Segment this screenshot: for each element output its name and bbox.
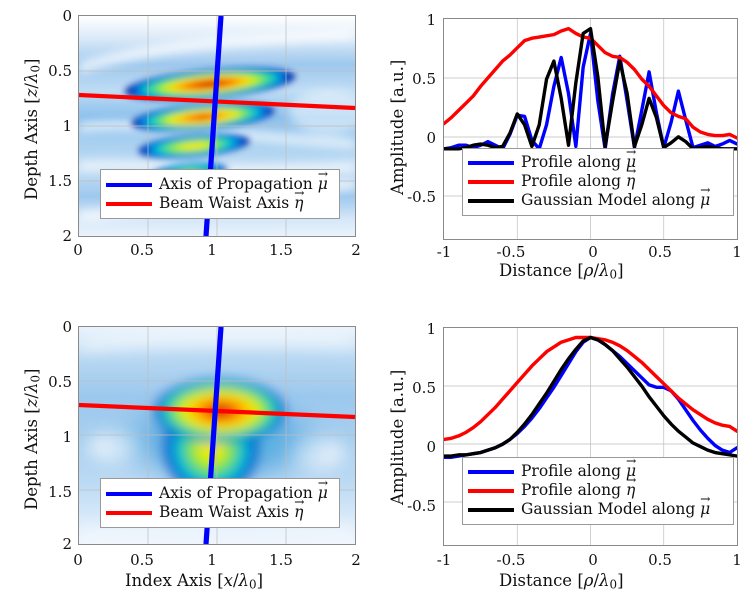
legend-label-axis-propagation: Axis of Propagation → μ xyxy=(159,165,329,193)
legend-swatch-red xyxy=(468,180,514,184)
legend-label-gaussian-model: Gaussian Model along → μ xyxy=(521,182,711,210)
top-left-legend: Axis of Propagation → μ Beam Waist Axis →… xyxy=(100,165,340,219)
legend-swatch-blue xyxy=(106,491,152,496)
bottom-right-ytick-1: 1 xyxy=(426,320,436,338)
top-left-ytick-05: 0.5 xyxy=(48,62,72,80)
bottom-left-xtick-2: 2 xyxy=(351,551,361,569)
bottom-right-x-axis-title: Distance [ρ/λ0] xyxy=(499,571,624,592)
bottom-left-ytick-15: 1.5 xyxy=(48,483,72,501)
legend-label-profile-eta: Profile along → η xyxy=(521,163,637,191)
legend-entry-profile-mu: Profile along → μ xyxy=(468,144,727,173)
legend-label-profile-mu: Profile along → μ xyxy=(521,144,637,172)
legend-label-gaussian-model: Gaussian Model along → μ xyxy=(521,491,711,519)
legend-label-beam-waist: Beam Waist Axis → η xyxy=(159,493,305,521)
top-right-x-axis-title: Distance [ρ/λ0] xyxy=(499,261,624,282)
bottom-left-xtick-05: 0.5 xyxy=(130,551,154,569)
legend-swatch-blue xyxy=(468,161,514,165)
top-left-xtick-1: 1 xyxy=(207,241,217,259)
top-right-line-chart xyxy=(444,19,737,239)
top-left-xtick-2: 2 xyxy=(351,241,361,259)
top-left-ytick-0: 0 xyxy=(62,7,72,25)
legend-label-axis-propagation: Axis of Propagation → μ xyxy=(159,474,329,502)
top-left-ytick-2: 2 xyxy=(62,227,72,245)
legend-entry-beam-waist: Beam Waist Axis → η xyxy=(106,184,333,213)
legend-entry-gaussian-model: Gaussian Model along → μ xyxy=(468,182,727,211)
top-right-xtick-05: 0.5 xyxy=(648,243,672,261)
bottom-left-ytick-0: 0 xyxy=(62,318,72,336)
bottom-right-xtick-m05: -0.5 xyxy=(496,551,526,569)
top-right-xtick-m05: -0.5 xyxy=(496,243,526,261)
legend-entry-profile-eta: Profile along → η xyxy=(468,472,727,501)
legend-entry-axis-propagation: Axis of Propagation → μ xyxy=(106,474,333,503)
top-left-xtick-05: 0.5 xyxy=(130,241,154,259)
bottom-right-xtick-1: 1 xyxy=(732,551,742,569)
bottom-left-ytick-2: 2 xyxy=(62,535,72,553)
top-left-xtick-0: 0 xyxy=(73,241,83,259)
top-left-ytick-15: 1.5 xyxy=(48,172,72,190)
top-right-ytick-0: 0 xyxy=(426,129,436,147)
top-right-legend: Profile along → μ Profile along → η Gaussi… xyxy=(462,144,734,216)
series-000000 xyxy=(444,335,737,458)
bottom-right-ytick-m05: -0.5 xyxy=(407,497,436,515)
bottom-right-xtick-05: 0.5 xyxy=(648,551,672,569)
bottom-left-xtick-1: 1 xyxy=(207,551,217,569)
top-left-ytick-1: 1 xyxy=(62,117,72,135)
legend-swatch-blue xyxy=(468,470,514,474)
legend-swatch-black xyxy=(468,199,514,203)
legend-swatch-black xyxy=(468,508,514,512)
legend-swatch-red xyxy=(468,489,514,493)
bottom-left-xtick-15: 1.5 xyxy=(269,551,293,569)
top-right-ytick-1: 1 xyxy=(426,11,436,29)
top-right-ytick-m05: -0.5 xyxy=(407,188,436,206)
legend-entry-beam-waist: Beam Waist Axis → η xyxy=(106,493,333,522)
bottom-right-xtick-0: 0 xyxy=(588,551,598,569)
top-right-xtick-0: 0 xyxy=(588,243,598,261)
legend-label-profile-mu: Profile along → μ xyxy=(521,453,637,481)
top-right-ytick-05: 0.5 xyxy=(412,70,436,88)
bottom-right-ytick-05: 0.5 xyxy=(412,379,436,397)
top-right-xtick-m1: -1 xyxy=(436,243,452,261)
legend-entry-gaussian-model: Gaussian Model along → μ xyxy=(468,491,727,520)
series-000000 xyxy=(444,26,737,151)
bottom-right-xtick-m1: -1 xyxy=(436,551,452,569)
legend-swatch-red xyxy=(106,201,152,206)
legend-label-profile-eta: Profile along → η xyxy=(521,472,637,500)
bottom-left-legend: Axis of Propagation → μ Beam Waist Axis →… xyxy=(100,474,340,528)
legend-entry-profile-eta: Profile along → η xyxy=(468,163,727,192)
bottom-left-xtick-0: 0 xyxy=(73,551,83,569)
legend-swatch-blue xyxy=(106,182,152,187)
bottom-left-ytick-1: 1 xyxy=(62,428,72,446)
legend-entry-axis-propagation: Axis of Propagation → μ xyxy=(106,165,333,194)
legend-entry-profile-mu: Profile along → μ xyxy=(468,453,727,482)
bottom-right-ytick-0: 0 xyxy=(426,438,436,456)
legend-swatch-red xyxy=(106,510,152,515)
bottom-left-ytick-05: 0.5 xyxy=(48,373,72,391)
bottom-right-legend: Profile along → μ Profile along → η Gaussi… xyxy=(462,453,734,525)
top-left-xtick-15: 1.5 xyxy=(269,241,293,259)
top-right-xtick-1: 1 xyxy=(732,243,742,261)
bottom-left-x-axis-title: Index Axis [x/λ0] xyxy=(125,571,264,592)
legend-label-beam-waist: Beam Waist Axis → η xyxy=(159,184,305,212)
